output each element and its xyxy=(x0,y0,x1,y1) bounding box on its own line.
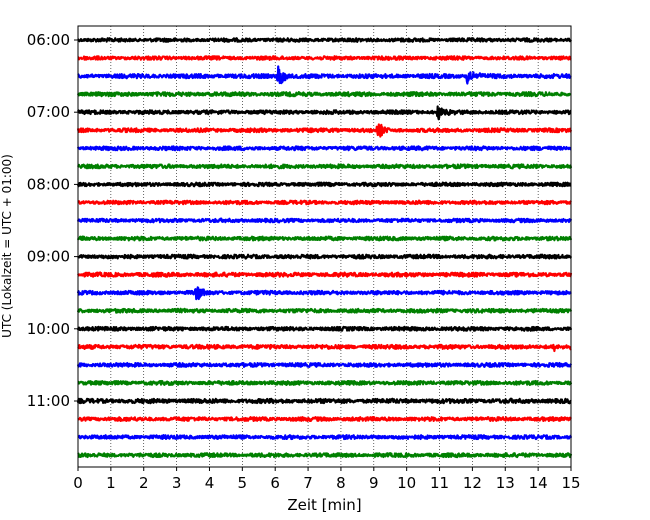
y-tick-label: 11:00 xyxy=(27,392,70,410)
x-tick-label: 13 xyxy=(496,474,515,492)
trace-0715 xyxy=(76,123,573,138)
trace-0745 xyxy=(77,163,573,170)
trace-1030 xyxy=(76,361,573,368)
trace-0600 xyxy=(77,37,572,43)
x-tick-label: 5 xyxy=(238,474,248,492)
trace-1145 xyxy=(77,452,573,459)
x-tick-label: 6 xyxy=(270,474,280,492)
x-tick-label: 11 xyxy=(430,474,449,492)
y-tick-label: 07:00 xyxy=(27,103,70,121)
trace-0830 xyxy=(76,217,573,224)
x-tick-label: 1 xyxy=(106,474,116,492)
trace-0930 xyxy=(76,286,572,301)
trace-0845 xyxy=(76,235,573,242)
x-tick-label: 9 xyxy=(369,474,379,492)
y-tick-label: 06:00 xyxy=(27,31,70,49)
trace-1130 xyxy=(77,434,573,441)
x-tick-label: 14 xyxy=(529,474,548,492)
y-tick-label: 10:00 xyxy=(27,320,70,338)
y-tick-label: 08:00 xyxy=(27,175,70,193)
y-axis-label: UTC (Lokalzeit = UTC + 01:00) xyxy=(0,154,14,338)
trace-0800 xyxy=(76,181,572,188)
x-tick-label: 15 xyxy=(561,474,580,492)
trace-0615 xyxy=(77,55,572,61)
x-tick-label: 3 xyxy=(172,474,182,492)
x-tick-label: 12 xyxy=(463,474,482,492)
trace-group xyxy=(76,37,573,459)
trace-0630 xyxy=(77,65,572,85)
x-tick-label: 4 xyxy=(205,474,215,492)
plot-frame xyxy=(77,25,572,468)
trace-1015 xyxy=(77,343,572,353)
trace-0945 xyxy=(76,307,573,314)
trace-1000 xyxy=(76,325,573,332)
x-tick-label: 2 xyxy=(139,474,149,492)
trace-1115 xyxy=(77,416,572,423)
trace-0645 xyxy=(76,91,572,98)
x-tick-label: 10 xyxy=(397,474,416,492)
trace-0700 xyxy=(76,105,572,121)
x-axis-label: Zeit [min] xyxy=(287,496,361,514)
trace-0815 xyxy=(77,199,572,206)
x-tick-label: 7 xyxy=(303,474,313,492)
trace-0730 xyxy=(76,145,572,152)
x-axis-ticks: 0 1 2 3 4 5 6 7 8 9 10 11 12 13 14 15 xyxy=(73,467,581,492)
y-axis-ticks: 06:00 07:00 08:00 09:00 10:00 11:00 xyxy=(27,31,78,410)
x-tick-label: 0 xyxy=(73,474,83,492)
trace-1045 xyxy=(77,379,573,386)
trace-1100 xyxy=(76,397,572,405)
x-tick-label: 8 xyxy=(336,474,346,492)
trace-0915 xyxy=(77,271,573,278)
y-tick-label: 09:00 xyxy=(27,248,70,266)
trace-0900 xyxy=(77,253,573,260)
